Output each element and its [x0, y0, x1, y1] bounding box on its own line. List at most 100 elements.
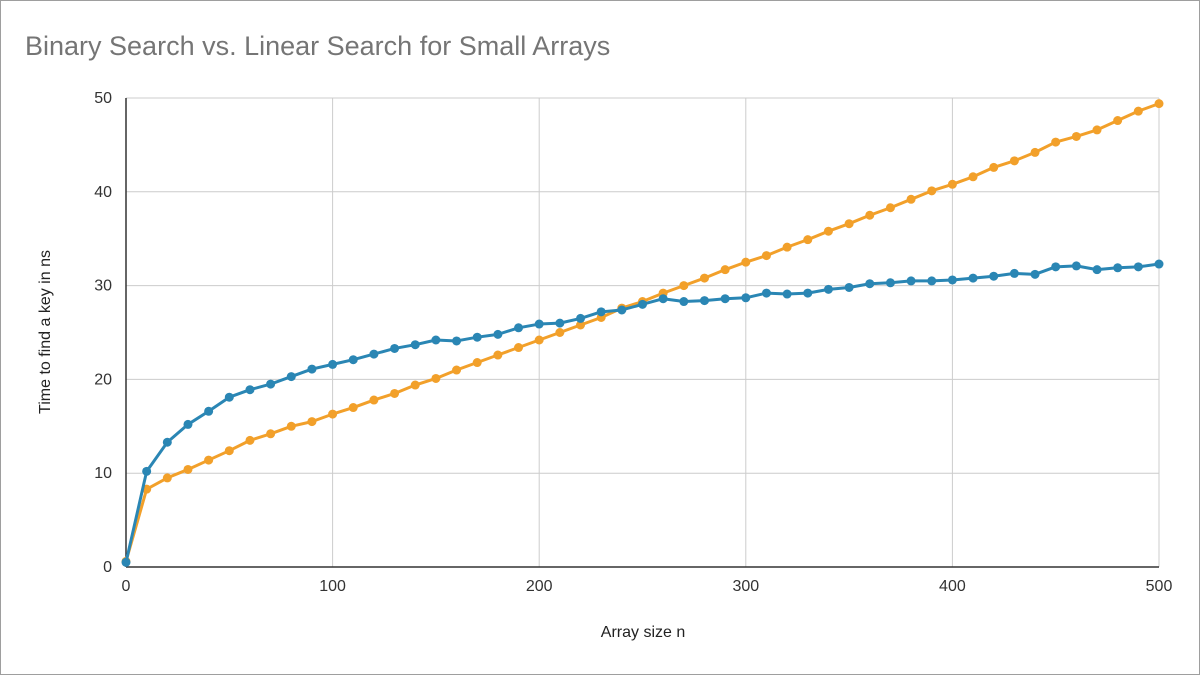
data-point [245, 385, 255, 395]
data-point [1071, 131, 1081, 141]
data-point [679, 281, 689, 291]
data-point [638, 299, 647, 309]
series-line [124, 102, 1160, 562]
data-point [1133, 106, 1143, 116]
data-point [720, 294, 730, 304]
data-point [472, 332, 482, 342]
data-point [782, 242, 792, 252]
data-point [307, 364, 317, 374]
data-point [245, 435, 255, 445]
data-point [576, 313, 586, 323]
data-point [885, 278, 895, 288]
data-point [1051, 137, 1061, 147]
data-point [1113, 116, 1123, 126]
data-point [348, 355, 358, 365]
data-point [162, 473, 172, 483]
data-point [968, 273, 978, 283]
data-point [348, 403, 358, 413]
data-point [989, 271, 999, 281]
data-point [1051, 262, 1061, 272]
data-point [906, 194, 916, 204]
x-tick-label: 400 [939, 578, 966, 595]
data-point [823, 284, 833, 294]
data-point [927, 186, 937, 196]
tick-labels: 0 100 200 300 400 500 0 10 20 30 40 50 [94, 90, 1172, 595]
data-point [328, 359, 338, 369]
data-point [761, 251, 771, 261]
data-point [865, 210, 875, 220]
y-tick-label: 20 [94, 371, 112, 388]
data-point [720, 265, 730, 275]
data-point [1113, 263, 1123, 273]
data-point [142, 466, 152, 476]
data-point [390, 343, 400, 353]
data-point [596, 307, 606, 317]
x-tick-label: 500 [1146, 578, 1173, 595]
data-point [328, 409, 338, 419]
series-1 [121, 99, 1164, 566]
data-point [514, 323, 524, 333]
data-point [555, 318, 565, 328]
data-point [266, 379, 276, 389]
data-point [1092, 265, 1102, 275]
data-point [989, 162, 999, 172]
data-point [968, 172, 978, 182]
series-layer [121, 99, 1164, 567]
y-axis-label: Time to find a key in ns [37, 250, 54, 414]
data-point [576, 320, 586, 330]
data-point [947, 275, 957, 285]
data-point [1030, 147, 1040, 157]
data-point [286, 421, 296, 431]
data-point [183, 419, 193, 429]
data-point [679, 297, 689, 307]
data-point [699, 296, 709, 306]
data-point [121, 557, 131, 567]
data-point [431, 373, 441, 383]
data-point [183, 464, 193, 474]
x-tick-label: 300 [732, 578, 759, 595]
data-point [493, 329, 503, 339]
data-point [534, 335, 544, 345]
data-point [617, 305, 627, 315]
data-point [1133, 262, 1143, 272]
data-point [369, 395, 379, 405]
data-point [803, 288, 813, 298]
data-point [452, 336, 462, 346]
data-point [741, 293, 751, 303]
data-point [906, 276, 916, 286]
data-point [162, 437, 172, 447]
data-point [1154, 259, 1164, 269]
data-point [927, 276, 937, 286]
data-point [782, 289, 792, 299]
data-point [266, 429, 276, 439]
data-point [1154, 99, 1164, 109]
data-point [865, 279, 875, 289]
data-point [844, 219, 854, 229]
data-point [204, 455, 214, 465]
data-point [1030, 269, 1040, 279]
data-point [1009, 268, 1019, 278]
axes [125, 98, 1159, 568]
data-point [947, 179, 957, 189]
y-tick-label: 10 [94, 465, 112, 482]
data-point [493, 350, 503, 360]
y-tick-label: 50 [94, 90, 112, 107]
data-point [452, 365, 462, 375]
data-point [1092, 125, 1102, 135]
data-point [1071, 261, 1081, 271]
data-point [224, 446, 234, 456]
x-axis-label: Array size n [601, 624, 685, 641]
data-point [699, 273, 709, 283]
data-point [224, 392, 234, 402]
data-point [823, 226, 833, 236]
data-point [431, 335, 441, 345]
data-point [410, 380, 420, 390]
data-point [472, 358, 482, 368]
x-tick-label: 0 [122, 578, 131, 595]
data-point [1009, 156, 1019, 166]
data-point [514, 343, 524, 353]
chart-title: Binary Search vs. Linear Search for Smal… [25, 31, 611, 61]
grid-lines [126, 97, 1160, 567]
